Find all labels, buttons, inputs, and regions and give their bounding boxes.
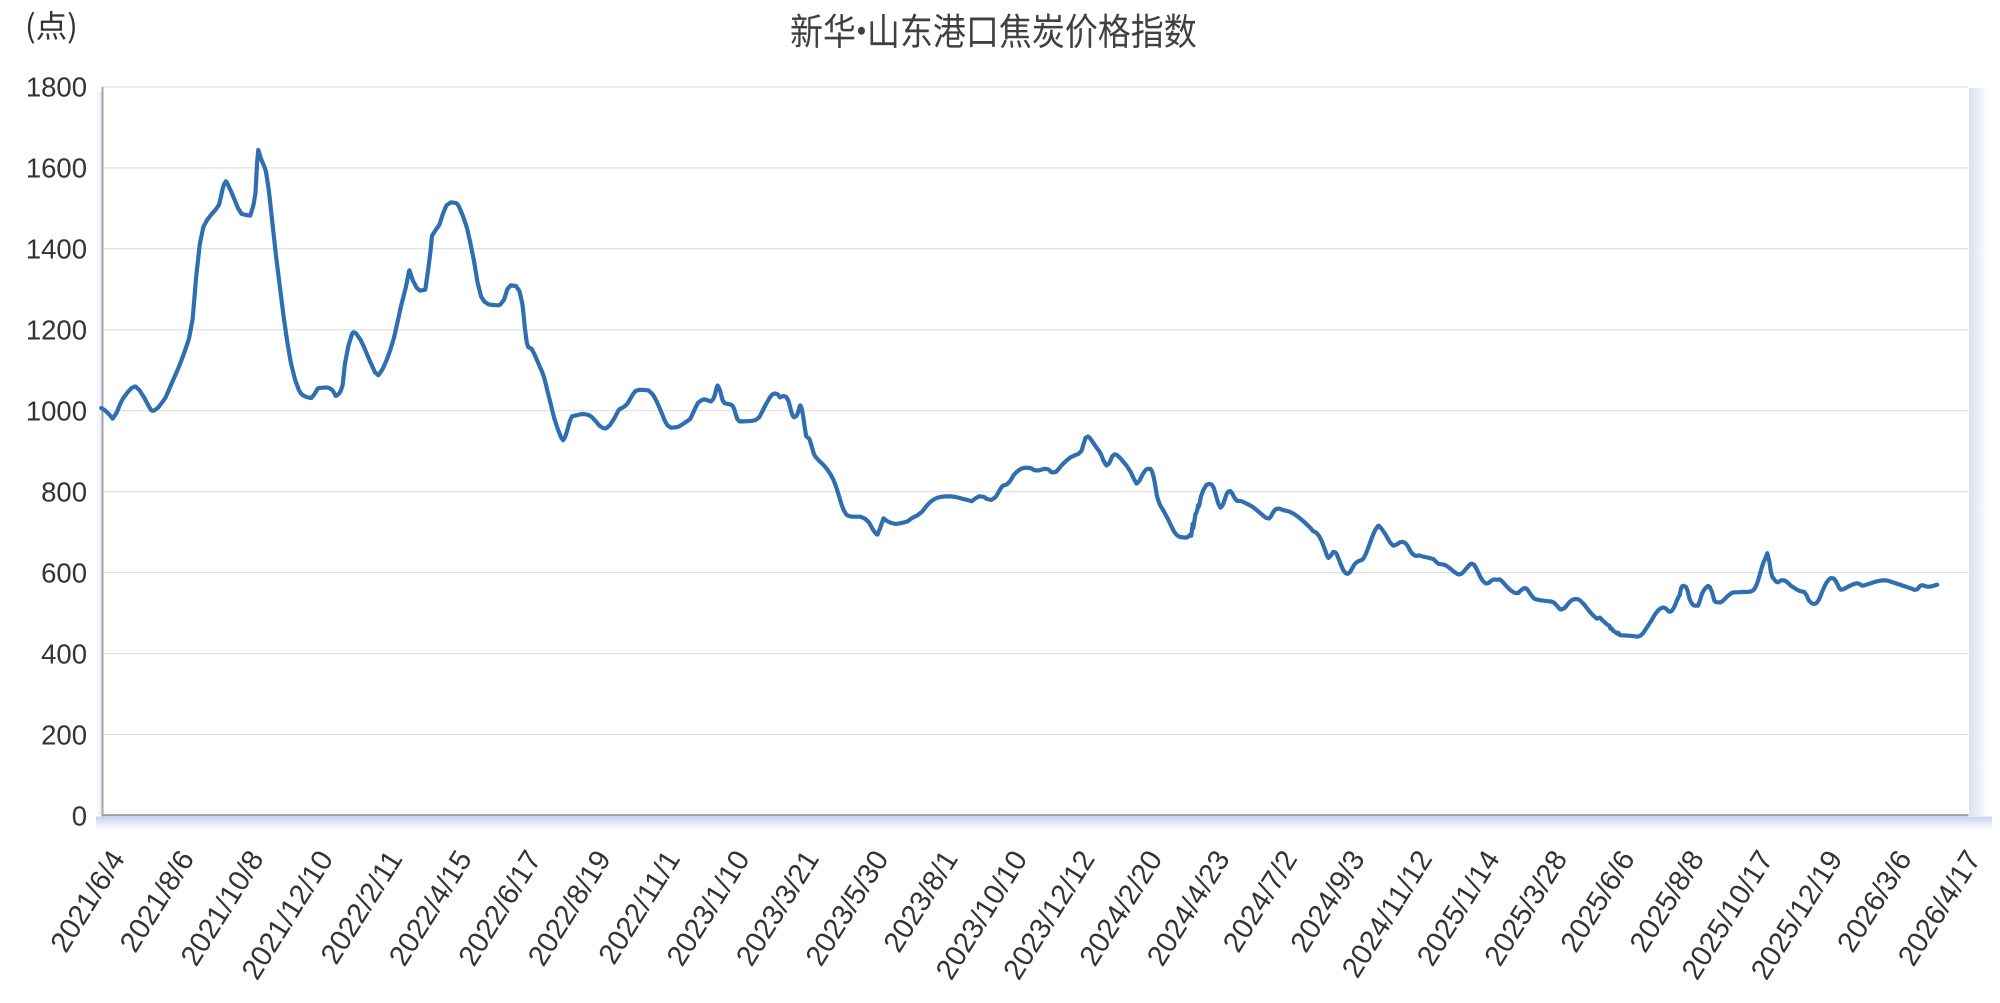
svg-text:1000: 1000 (26, 396, 87, 427)
svg-text:1600: 1600 (26, 153, 87, 184)
svg-text:1800: 1800 (26, 72, 87, 103)
svg-text:200: 200 (41, 719, 87, 750)
svg-text:400: 400 (41, 638, 87, 669)
svg-text:1200: 1200 (26, 315, 87, 346)
svg-text:600: 600 (41, 557, 87, 588)
svg-text:0: 0 (72, 800, 87, 831)
svg-text:800: 800 (41, 477, 87, 508)
svg-text:1400: 1400 (26, 234, 87, 265)
